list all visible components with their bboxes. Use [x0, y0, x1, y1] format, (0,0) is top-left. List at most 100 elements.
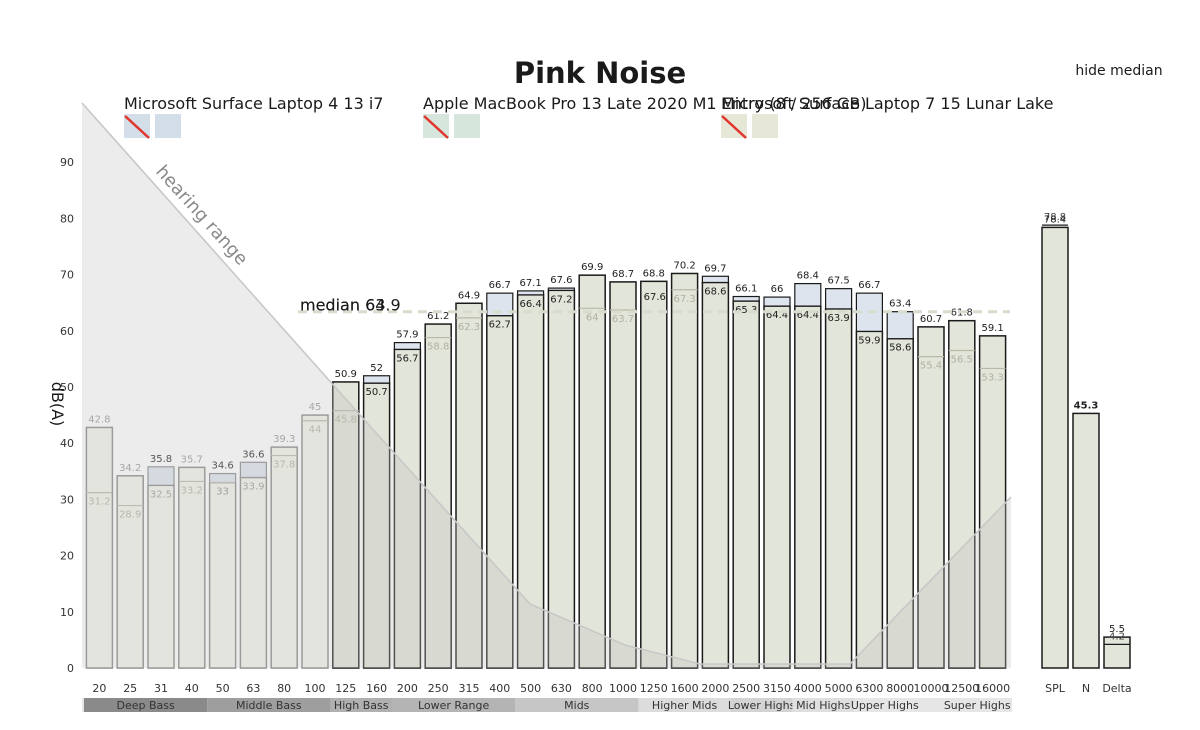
bar-value-label: 63.9 — [827, 313, 849, 324]
bar-primary — [794, 305, 822, 669]
bar-value-label: 58.6 — [889, 343, 911, 354]
bar-value-label: 68.7 — [612, 269, 634, 280]
x-tick-label: 10000 — [914, 682, 949, 695]
bar-secondary-label: 63.7 — [612, 314, 634, 325]
bar-primary — [640, 280, 668, 669]
bar-value-label: 33 — [216, 487, 229, 498]
bar-value-label: 50.7 — [365, 387, 387, 398]
bar-comparison-cap — [701, 275, 730, 284]
hearing-range-area — [82, 103, 1011, 668]
bar-comparison-label: 67.1 — [519, 278, 541, 289]
summary-value-label: 78.4 — [1044, 214, 1066, 225]
summary-value-label: 5.5 — [1109, 624, 1125, 635]
bar-primary — [948, 319, 976, 669]
x-tick-label: 4000 — [794, 682, 822, 695]
bar-value-label: 67.2 — [550, 294, 572, 305]
bar-value-label: 66.4 — [519, 299, 541, 310]
y-tick-label: 90 — [60, 156, 74, 169]
bar-primary — [208, 481, 237, 669]
bar-comparison-label: 36.6 — [242, 449, 264, 460]
bar-comparison-cap — [547, 287, 576, 291]
x-tick-label: 125 — [335, 682, 356, 695]
summary-bar — [1041, 226, 1069, 669]
bar-primary — [455, 302, 483, 669]
bar-secondary-label: 58.8 — [427, 342, 449, 353]
y-tick-label: 20 — [60, 550, 74, 563]
hide-median-toggle[interactable]: hide median — [1075, 63, 1162, 79]
bar-value-label: 56.7 — [396, 353, 418, 364]
bar-primary — [362, 382, 391, 669]
bar-secondary-label: 44 — [309, 425, 322, 436]
bar-primary — [732, 300, 760, 669]
legend-swatch-line[interactable] — [454, 114, 480, 138]
bar-primary — [516, 294, 545, 669]
bar-primary — [547, 289, 576, 669]
band-label: Mid Highs — [796, 699, 850, 712]
bar-comparison-cap — [239, 461, 267, 479]
bar-secondary-label: 67.3 — [673, 294, 695, 305]
bar-comparison-cap — [763, 296, 791, 307]
band-label: Higher Mids — [652, 699, 718, 712]
band-label: Lower Highs — [728, 699, 796, 712]
bar-secondary-label: 56.5 — [951, 354, 973, 365]
band-segment — [638, 698, 731, 712]
band-segment — [207, 698, 331, 712]
bar-primary — [85, 426, 114, 669]
y-tick-label: 50 — [60, 381, 74, 394]
bar-comparison-label: 34.6 — [211, 461, 233, 472]
bar-comparison-label: 68.4 — [797, 271, 819, 282]
y-axis: 0 10 20 30 40 50 60 70 80 90 — [60, 156, 74, 675]
bar-comparison-label: 67.6 — [550, 275, 572, 286]
band-segment — [792, 698, 854, 712]
bar-comparison-label: 66.7 — [489, 280, 511, 291]
bar-value-label: 65.3 — [735, 305, 757, 316]
band-segment — [392, 698, 516, 712]
x-tick-label: 1000 — [609, 682, 637, 695]
bar-secondary-label: 55.4 — [920, 361, 942, 372]
median-label-secondary: median 63.9 — [300, 296, 401, 315]
summary-tick-label: N — [1082, 682, 1090, 695]
legend-hidden-icon — [721, 115, 747, 139]
x-tick-label: 50 — [216, 682, 230, 695]
band-segment — [330, 698, 392, 712]
bar-secondary-label: 62.3 — [458, 322, 480, 333]
y-tick-label: 40 — [60, 437, 74, 450]
bar-primary — [486, 314, 514, 669]
bar-comparison-cap — [886, 311, 914, 340]
y-tick-label: 30 — [60, 493, 74, 506]
bar-comparison-cap — [486, 292, 514, 317]
x-tick-label: 40 — [185, 682, 199, 695]
legend-label: Microsoft Surface Laptop 4 13 i7 — [124, 94, 383, 113]
bar-secondary-label: 33.2 — [181, 485, 203, 496]
x-axis: 20 25 31 40 50 63 80 100 125 160 200 250 315 400 500 63… — [92, 682, 1131, 695]
band-label: Mids — [564, 699, 590, 712]
x-tick-label: 5000 — [825, 682, 853, 695]
summary-bar — [1072, 412, 1100, 669]
band-segment — [730, 698, 793, 712]
x-tick-label: 20 — [92, 682, 106, 695]
x-tick-label: 80 — [277, 682, 291, 695]
bar-primary — [855, 330, 884, 669]
y-tick-label: 10 — [60, 606, 74, 619]
x-tick-label: 2500 — [732, 682, 760, 695]
bar-comparison-label: 66 — [771, 284, 784, 295]
x-tick-label: 3150 — [763, 682, 791, 695]
bar-primary — [886, 337, 914, 669]
bar-comparison-cap — [516, 290, 545, 296]
y-tick-label: 80 — [60, 212, 74, 225]
legend-swatch-line[interactable] — [155, 114, 181, 138]
bar-value-label: 61.2 — [427, 311, 449, 322]
x-tick-label: 160 — [366, 682, 387, 695]
bar-comparison-cap — [824, 288, 853, 310]
bar-value-label: 45 — [309, 402, 322, 413]
x-tick-label: 12500 — [944, 682, 979, 695]
bar-comparison-label: 67.5 — [827, 276, 849, 287]
hearing-range-curve — [81, 102, 1012, 665]
legend-swatch-line[interactable] — [752, 114, 778, 138]
bar-value-label: 34.2 — [119, 463, 141, 474]
bar-comparison-label: 66.7 — [858, 280, 880, 291]
legend: Microsoft Surface Laptop 4 13 i7 Apple Ma… — [124, 94, 1053, 139]
x-tick-label: 100 — [305, 682, 326, 695]
bar-secondary-label: 53.3 — [981, 372, 1003, 383]
